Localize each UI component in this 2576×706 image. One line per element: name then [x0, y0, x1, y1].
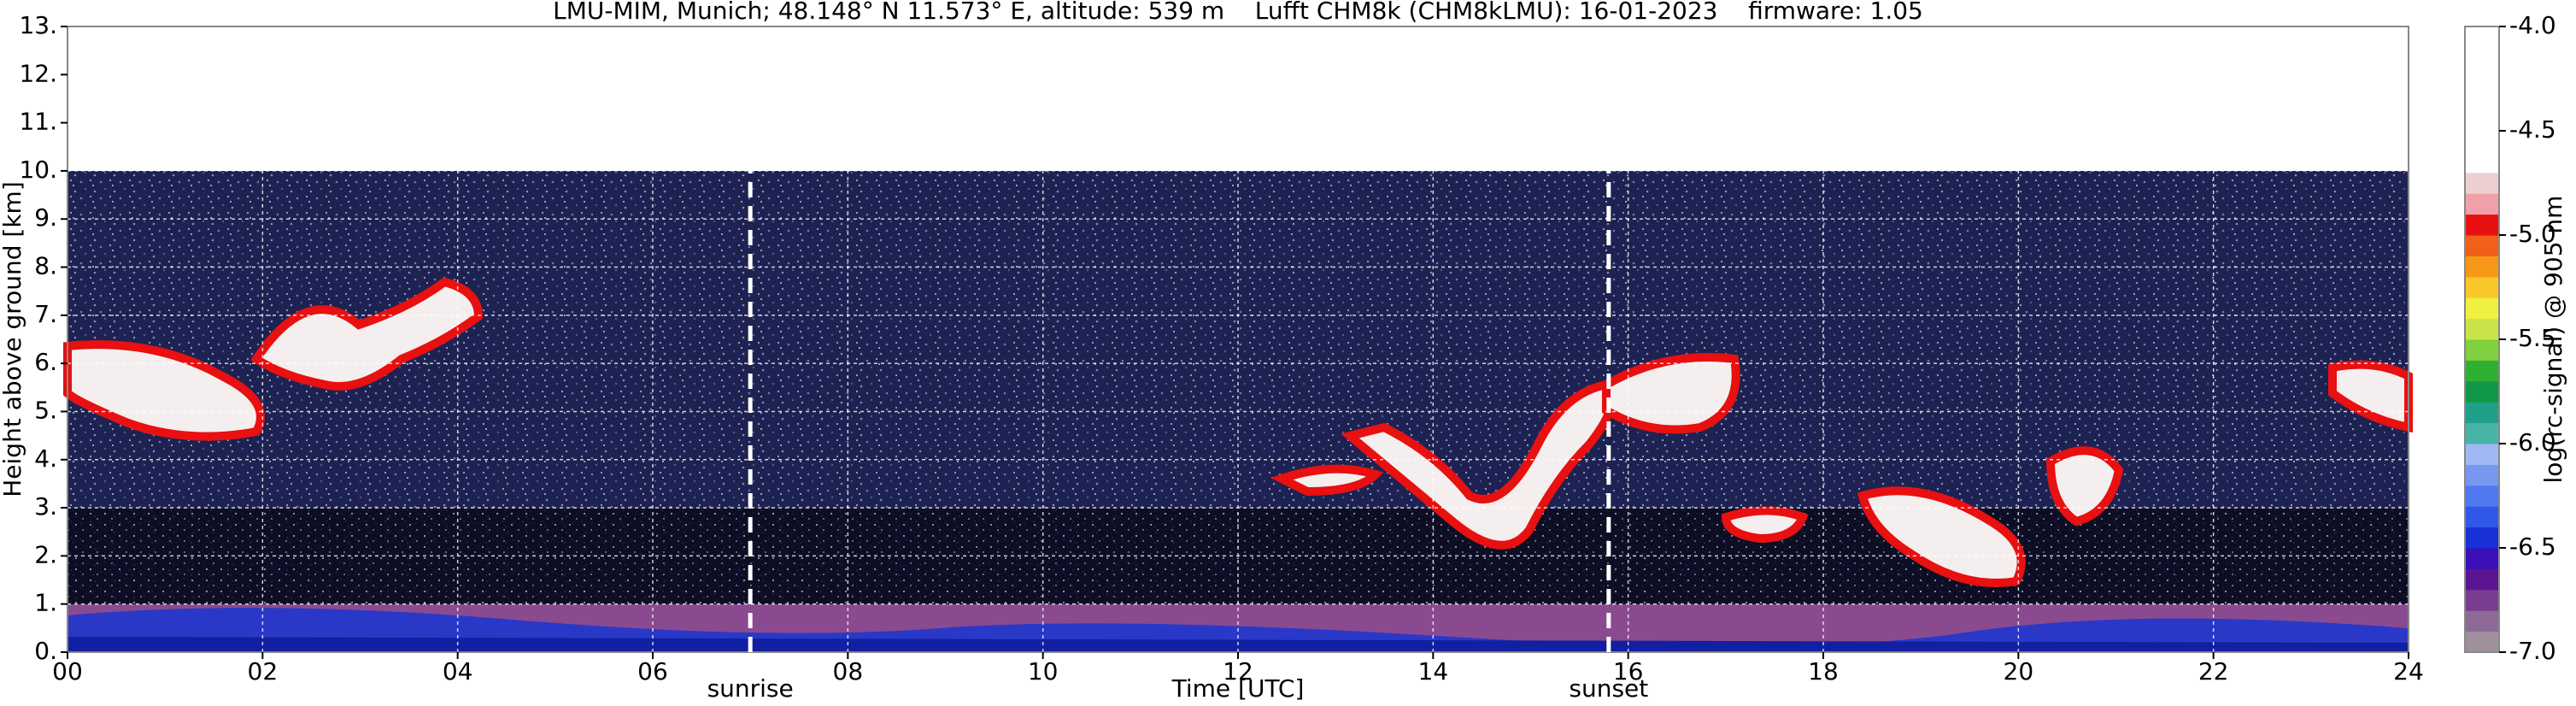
colorbar-swatch — [2465, 151, 2499, 174]
x-tick-label: 06 — [637, 657, 668, 685]
y-tick-label: 13. — [19, 11, 57, 39]
colorbar-swatch — [2465, 235, 2499, 256]
colorbar-swatch — [2465, 527, 2499, 549]
colorbar-swatch — [2465, 485, 2499, 507]
colorbar-tick-label: -6.5 — [2509, 532, 2556, 561]
x-tick-label: 22 — [2198, 657, 2229, 685]
x-tick-label: 10 — [1028, 657, 1059, 685]
y-axis-label: Height above ground [km] — [0, 181, 26, 497]
colorbar-tick-label: -7.0 — [2509, 637, 2556, 665]
colorbar-swatch — [2465, 131, 2499, 152]
colorbar-swatch — [2465, 214, 2499, 236]
x-tick-label: 04 — [443, 657, 473, 685]
colorbar-swatch — [2465, 47, 2499, 69]
y-tick-label: 5. — [34, 396, 57, 424]
colorbar-swatch — [2465, 568, 2499, 591]
colorbar-swatch — [2465, 548, 2499, 569]
colorbar-swatch — [2465, 256, 2499, 278]
colorbar-swatch — [2465, 109, 2499, 132]
x-tick-label: 08 — [833, 657, 864, 685]
colorbar-swatch — [2465, 422, 2499, 444]
colorbar-swatch — [2465, 339, 2499, 361]
colorbar-swatch — [2465, 26, 2499, 48]
colorbar-tick-label: -4.0 — [2509, 11, 2556, 39]
x-tick-label: 16 — [1613, 657, 1644, 685]
colorbar-swatch — [2465, 297, 2499, 320]
colorbar-tick-label: -6.0 — [2509, 428, 2556, 456]
annotation-label: sunrise — [707, 674, 794, 703]
colorbar-label: log(rc-signal) @ 905 nm — [2539, 196, 2567, 484]
colorbar-tick-label: -5.0 — [2509, 220, 2556, 248]
colorbar-tick-label: -4.5 — [2509, 115, 2556, 144]
y-tick-label: 7. — [34, 300, 57, 328]
colorbar-swatch — [2465, 68, 2499, 90]
colorbar-swatch — [2465, 444, 2499, 465]
colorbar-swatch — [2465, 631, 2499, 653]
x-tick-label: 18 — [1808, 657, 1839, 685]
colorbar-swatch — [2465, 464, 2499, 486]
y-tick-label: 3. — [34, 492, 57, 521]
y-tick-label: 4. — [34, 444, 57, 473]
y-tick-label: 6. — [34, 348, 57, 376]
x-axis-label: Time [UTC] — [1171, 674, 1305, 703]
y-tick-label: 8. — [34, 252, 57, 280]
y-tick-label: 0. — [34, 637, 57, 665]
colorbar-swatch — [2465, 589, 2499, 611]
x-tick-label: 24 — [2393, 657, 2424, 685]
colorbar-swatch — [2465, 402, 2499, 424]
y-tick-label: 9. — [34, 203, 57, 232]
colorbar-swatch — [2465, 318, 2499, 340]
colorbar-swatch — [2465, 276, 2499, 298]
colorbar-swatch — [2465, 360, 2499, 382]
y-tick-label: 11. — [19, 108, 57, 136]
y-tick-label: 1. — [34, 589, 57, 617]
colorbar-swatch — [2465, 172, 2499, 194]
x-tick-label: 20 — [2004, 657, 2034, 685]
chart-title: LMU-MIM, Munich; 48.148° N 11.573° E, al… — [553, 0, 1923, 25]
y-tick-label: 2. — [34, 540, 57, 568]
x-tick-label: 14 — [1418, 657, 1449, 685]
x-tick-label: 12 — [1223, 657, 1253, 685]
y-tick-label: 12. — [19, 59, 57, 87]
colorbar-swatch — [2465, 380, 2499, 403]
y-tick-label: 10. — [19, 156, 57, 184]
annotation-label: sunset — [1569, 674, 1648, 703]
colorbar-swatch — [2465, 506, 2499, 528]
colorbar-tick-label: -5.5 — [2509, 324, 2556, 352]
colorbar-swatch — [2465, 193, 2499, 215]
x-tick-label: 02 — [248, 657, 279, 685]
colorbar-swatch — [2465, 89, 2499, 111]
colorbar-swatch — [2465, 610, 2499, 632]
x-tick-label: 00 — [52, 657, 83, 685]
